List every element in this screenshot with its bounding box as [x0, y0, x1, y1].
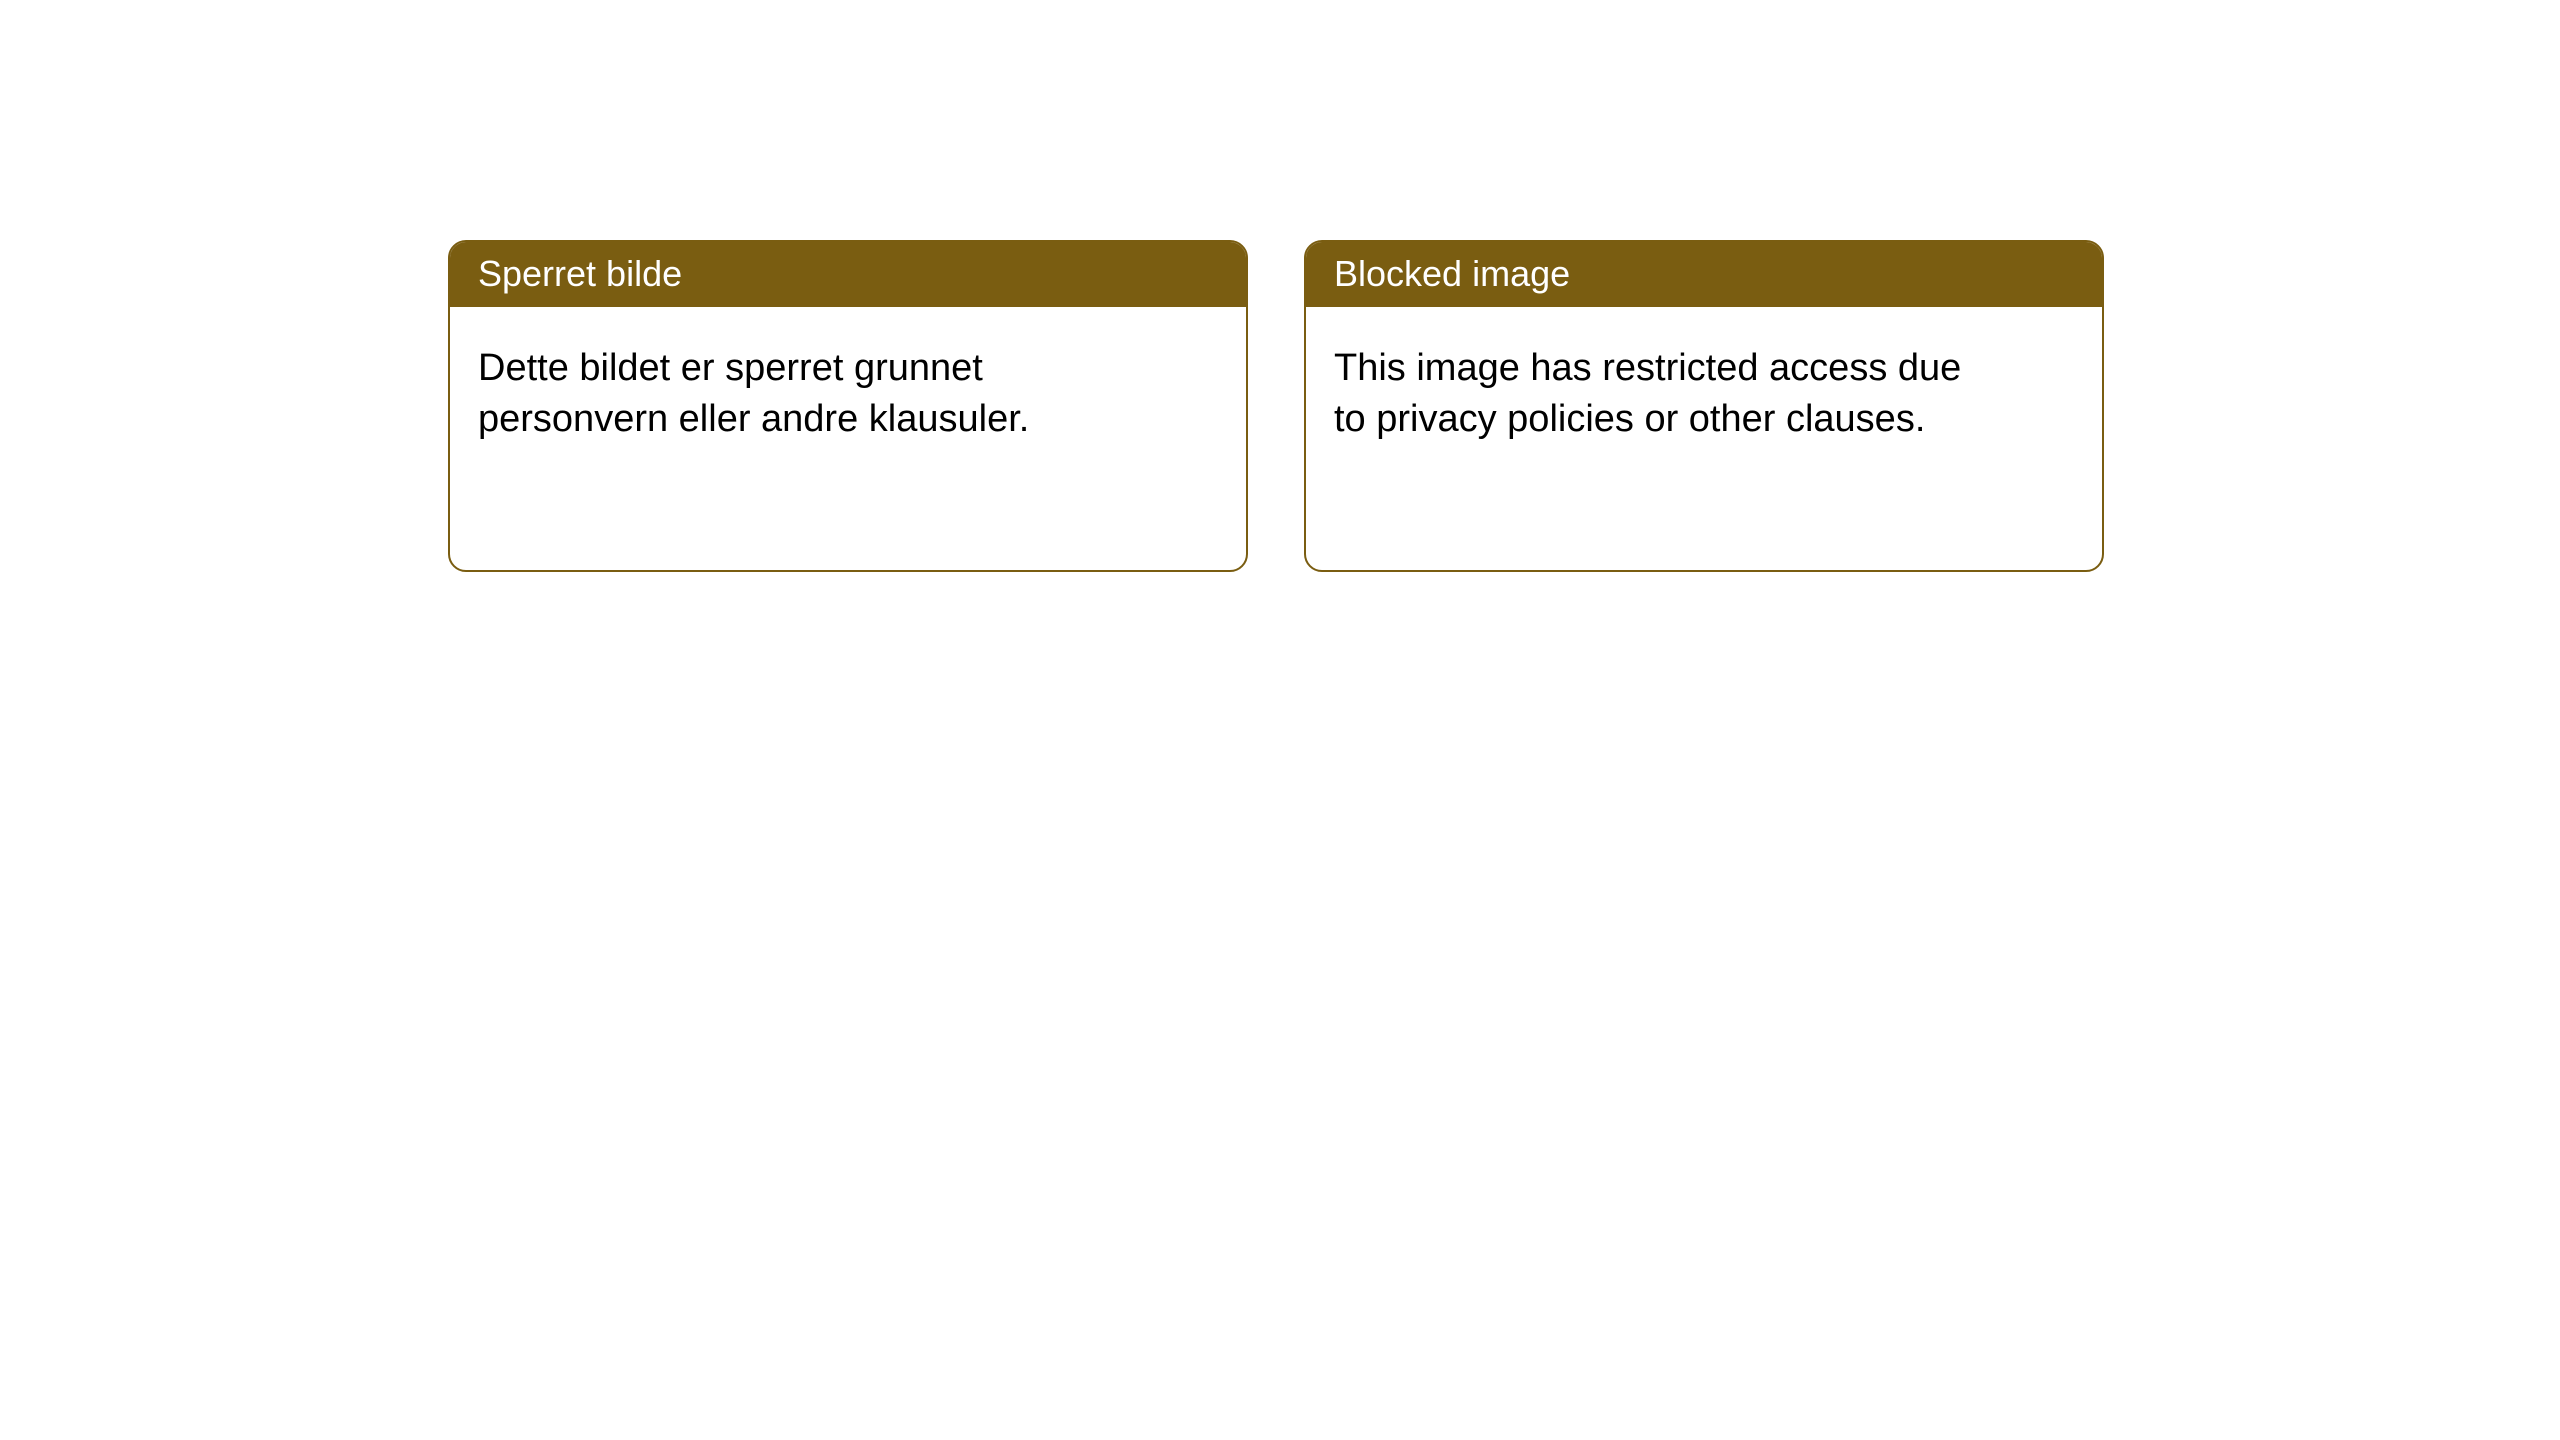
notice-container: Sperret bilde Dette bildet er sperret gr…	[0, 0, 2560, 572]
notice-body: This image has restricted access due to …	[1306, 307, 2006, 482]
notice-box-norwegian: Sperret bilde Dette bildet er sperret gr…	[448, 240, 1248, 572]
notice-title: Blocked image	[1306, 242, 2102, 307]
notice-title: Sperret bilde	[450, 242, 1246, 307]
notice-body: Dette bildet er sperret grunnet personve…	[450, 307, 1150, 482]
notice-box-english: Blocked image This image has restricted …	[1304, 240, 2104, 572]
